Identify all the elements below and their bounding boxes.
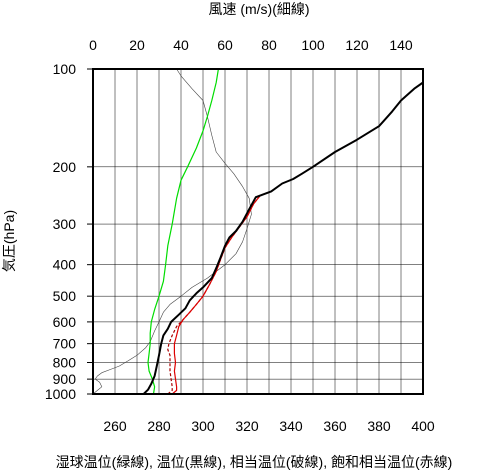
bottom-axis-title: 湿球温位(緑線), 温位(黒線), 相当温位(破線), 飽和相当温位(赤線) xyxy=(56,454,453,470)
x-tick-label: 340 xyxy=(279,418,303,434)
x-tick-label: 280 xyxy=(147,418,171,434)
series-line xyxy=(92,68,252,395)
x2-tick-label: 120 xyxy=(345,37,369,53)
y-tick-label: 500 xyxy=(53,288,77,304)
x-tick-label: 300 xyxy=(191,418,215,434)
series-line xyxy=(167,82,424,395)
y-tick-label: 100 xyxy=(53,61,77,77)
tick-labels: 260 280 300 320 340 360 380 400 0 20 40 60 80 100 120 1… xyxy=(45,37,435,434)
plot-frame xyxy=(92,68,424,395)
x-tick-label: 320 xyxy=(235,418,259,434)
x2-tick-label: 0 xyxy=(89,37,97,53)
grid xyxy=(92,68,424,395)
series-line xyxy=(171,82,424,395)
top-axis-title: 風速 (m/s)(細線) xyxy=(208,1,309,17)
series-line xyxy=(147,68,219,395)
left-axis-title: 気圧(hPa) xyxy=(1,210,17,272)
y-tick-label: 400 xyxy=(53,257,77,273)
x2-tick-label: 60 xyxy=(217,37,233,53)
x-tick-label: 260 xyxy=(103,418,127,434)
y-tick-label: 600 xyxy=(53,314,77,330)
series-group xyxy=(92,68,424,395)
x2-tick-label: 20 xyxy=(129,37,145,53)
y-tick-label: 700 xyxy=(53,336,77,352)
x2-tick-label: 100 xyxy=(301,37,325,53)
y-tick-label: 900 xyxy=(53,371,77,387)
y-tick-label: 800 xyxy=(53,355,77,371)
x-tick-label: 360 xyxy=(323,418,347,434)
x-tick-label: 380 xyxy=(367,418,391,434)
x-tick-label: 400 xyxy=(411,418,435,434)
x2-tick-label: 40 xyxy=(173,37,189,53)
series-line xyxy=(142,81,424,395)
x2-tick-label: 80 xyxy=(261,37,277,53)
y-tick-label: 1000 xyxy=(45,386,76,402)
y-tick-label: 300 xyxy=(53,216,77,232)
y-tick-label: 200 xyxy=(53,159,77,175)
x2-tick-label: 140 xyxy=(389,37,413,53)
